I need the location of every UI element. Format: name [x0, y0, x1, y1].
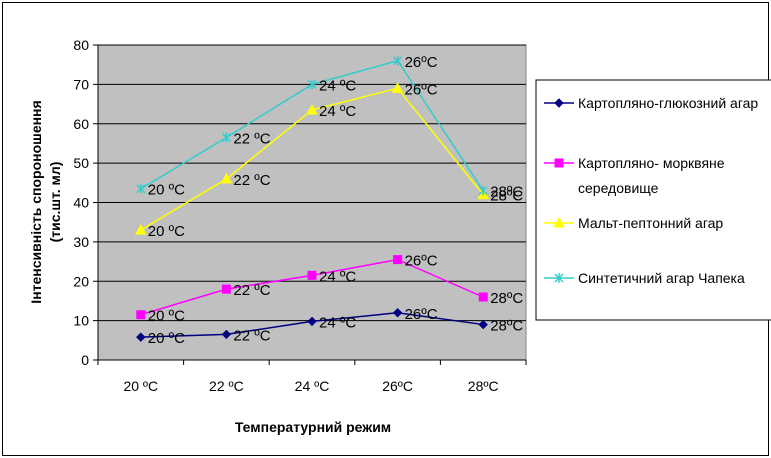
x-axis-title: Температурний режим: [235, 419, 391, 435]
legend-item: Картопляно- морквяне середовище: [544, 155, 725, 196]
data-point: [307, 270, 317, 280]
data-point: [478, 319, 488, 330]
series-markers: [134, 55, 490, 342]
data-point: [553, 216, 565, 228]
legend: Картопляно-глюкозний агар Картопляно- мор…: [535, 79, 771, 321]
data-label: 26ºC: [405, 54, 438, 71]
data-labels: 20 ºC 22 ºC 24 ºC 26ºC 28ºC 20 ºC 22 ºC 24 ºC 26…: [148, 54, 524, 347]
data-label: 22 ºC: [233, 172, 270, 189]
data-label: 20 ºC: [148, 308, 185, 325]
y-tick-label: 30: [73, 234, 89, 250]
data-label: 28ºC: [490, 290, 523, 307]
y-tick-label: 50: [73, 155, 89, 171]
data-label: 22 ºC: [233, 131, 270, 148]
data-point: [393, 255, 403, 265]
legend-label: середовище: [578, 180, 659, 196]
legend-label: Картопляно- морквяне: [578, 155, 725, 171]
legend-item: Синтетичний агар Чапека: [544, 270, 745, 286]
legend-item: Картопляно-глюкозний агар: [544, 95, 758, 111]
data-point: [554, 273, 564, 283]
data-label: 26ºC: [405, 253, 438, 270]
x-tick-label: 22 ºC: [209, 378, 244, 394]
data-point: [221, 132, 231, 143]
x-tick-labels: 20 ºC 22 ºC 24 ºC 26ºC 28ºC: [123, 378, 498, 394]
data-label: 28ºC: [490, 318, 523, 335]
data-label: 26ºC: [405, 306, 438, 323]
x-tick-label: 28ºC: [468, 378, 499, 394]
y-tick-label: 10: [73, 313, 89, 329]
data-label: 24 ºC: [319, 77, 356, 94]
data-point: [554, 158, 564, 168]
y-tick-label: 80: [73, 37, 89, 53]
legend-box: [535, 79, 771, 321]
data-point: [478, 292, 488, 302]
data-label: 22 ºC: [233, 282, 270, 299]
data-label: 26ºC: [405, 81, 438, 98]
y-tick-label: 60: [73, 116, 89, 132]
data-label: 28ºC: [490, 184, 523, 201]
data-point: [136, 183, 146, 194]
data-label: 28ºC: [490, 188, 523, 205]
legend-label: Синтетичний агар Чапека: [578, 270, 745, 286]
data-point: [221, 329, 232, 340]
y-tick-label: 0: [81, 352, 89, 368]
x-tick-label: 24 ºC: [295, 378, 330, 394]
data-point: [220, 172, 233, 184]
data-point: [136, 310, 146, 320]
data-point: [391, 82, 404, 93]
y-tick-label: 20: [73, 273, 89, 289]
data-label: 20 ºC: [148, 330, 185, 347]
data-label: 20 ºC: [148, 182, 185, 199]
data-point: [392, 308, 403, 318]
legend-label: Мальт-пептонний агар: [578, 215, 723, 231]
legend-label: Картопляно-глюкозний агар: [578, 95, 758, 111]
y-axis-title: Інтенсивність спороношення: [28, 100, 44, 303]
data-point: [393, 55, 403, 66]
data-point: [221, 284, 231, 294]
data-label: 24 ºC: [319, 268, 356, 285]
y-axis-title-units: (тис.шт. мл): [47, 162, 63, 243]
data-label: 24 ºC: [319, 103, 356, 120]
y-tick-label: 70: [73, 76, 89, 92]
y-tick-label: 40: [73, 195, 89, 211]
data-label: 22 ºC: [233, 327, 270, 344]
gridlines: [98, 44, 526, 322]
y-tick-labels: 0 10 20 30 40 50 60 70 80: [73, 37, 89, 368]
data-label: 24 ºC: [319, 314, 356, 331]
data-point: [554, 98, 564, 108]
legend-item: Мальт-пептонний агар: [544, 215, 723, 231]
x-tick-label: 26ºC: [382, 378, 413, 394]
data-point: [307, 79, 317, 90]
data-point: [307, 316, 317, 327]
data-point: [306, 103, 318, 115]
data-point: [478, 185, 488, 196]
data-label: 20 ºC: [148, 223, 185, 240]
data-point: [136, 332, 146, 342]
data-point: [134, 224, 147, 235]
axes: [93, 44, 527, 365]
x-tick-label: 20 ºC: [123, 378, 158, 394]
